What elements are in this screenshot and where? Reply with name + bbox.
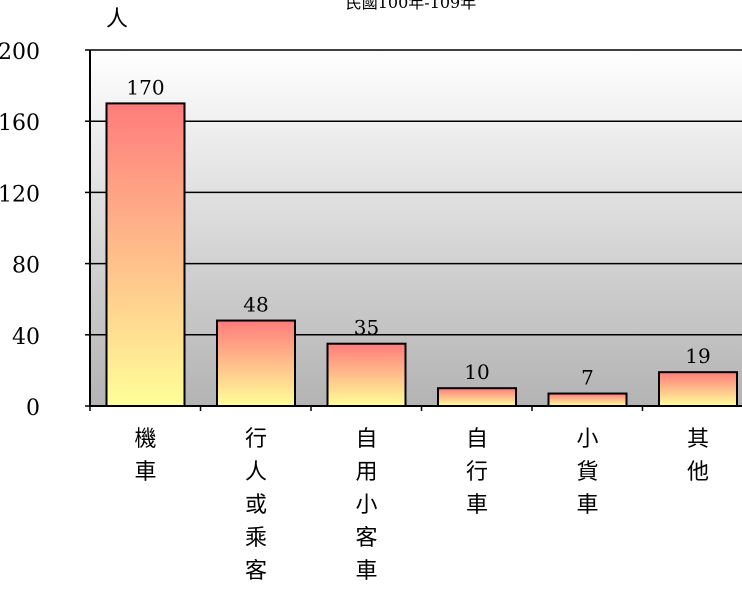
bar-value-label: 170: [126, 75, 164, 99]
category-label: 機車: [134, 427, 156, 485]
bar-value-label: 48: [243, 293, 268, 317]
plot-area: [90, 50, 742, 406]
bar: [658, 371, 738, 407]
bar-value-label: 10: [464, 360, 489, 384]
y-tick-label: 0: [26, 396, 40, 421]
bar: [105, 102, 186, 408]
gridlines: [90, 49, 742, 336]
y-axis-label: 人: [106, 7, 128, 32]
bar: [547, 392, 628, 408]
bar-value-label: 35: [354, 316, 379, 340]
y-tick-label: 120: [0, 182, 40, 207]
category-label: 小貨車: [576, 427, 598, 518]
bars: [105, 102, 738, 408]
category-label: 其他: [687, 427, 709, 485]
bar: [216, 319, 296, 407]
labels: 0 40 80 120 160 200 170 機車 48 行人或乘客 35 自用小客車 10 自行車 7 小…: [0, 40, 711, 584]
axes: [85, 49, 742, 411]
category-label: 行人或乘客: [245, 427, 267, 584]
bar: [326, 342, 407, 408]
y-tick-label: 80: [12, 254, 40, 279]
bar: [437, 387, 517, 408]
y-tick-label: 160: [0, 111, 40, 136]
chart-title: 民國100年-109年: [346, 0, 477, 12]
category-label: 自行車: [466, 427, 488, 518]
y-tick-label: 200: [0, 40, 40, 65]
bar-value-label: 19: [685, 344, 710, 368]
y-tick-label: 40: [12, 325, 40, 350]
category-label: 自用小客車: [355, 427, 377, 584]
bar-value-label: 7: [581, 366, 594, 390]
